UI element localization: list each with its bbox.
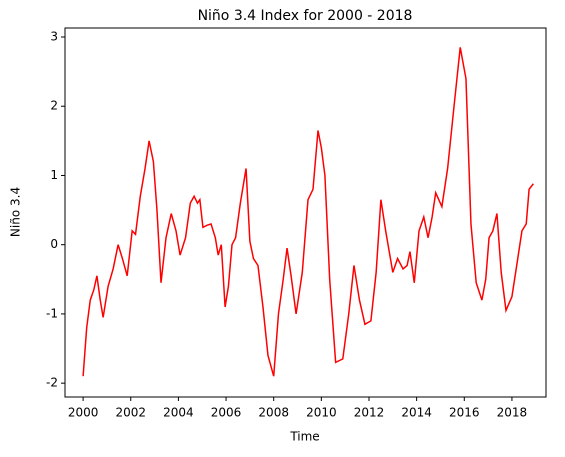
data-line: [82, 47, 534, 377]
x-axis-label: Time: [289, 430, 319, 444]
x-tick-label: 2018: [497, 406, 528, 420]
x-tick-label: 2002: [115, 406, 146, 420]
y-tick-label: 3: [50, 30, 58, 44]
x-tick-label: 2000: [68, 406, 99, 420]
x-tick-label: 2004: [163, 406, 194, 420]
y-tick-label: 1: [50, 168, 58, 182]
y-tick-label: 0: [50, 237, 58, 251]
x-tick-label: 2016: [449, 406, 480, 420]
chart-title: Niño 3.4 Index for 2000 - 2018: [198, 8, 413, 24]
x-tick-label: 2014: [401, 406, 432, 420]
y-axis-label: Niño 3.4: [9, 187, 23, 237]
x-tick-label: 2008: [258, 406, 289, 420]
plot-frame: [64, 27, 547, 398]
x-tick-label: 2010: [306, 406, 337, 420]
y-tick-label: -1: [46, 306, 58, 320]
y-tick-label: -2: [46, 376, 58, 390]
x-tick-label: 2012: [354, 406, 385, 420]
y-tick-label: 2: [50, 99, 58, 113]
x-tick-label: 2006: [211, 406, 242, 420]
